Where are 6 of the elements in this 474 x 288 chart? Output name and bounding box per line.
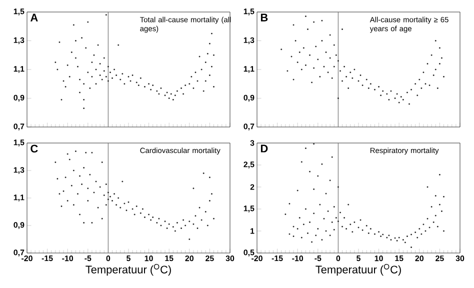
x-axis-title: Temperatuur ($^{O}$C) (86, 264, 171, 276)
annotation: B (260, 14, 268, 22)
annotation: D (260, 144, 268, 152)
annotation: A (30, 14, 38, 22)
annotation: C (30, 144, 38, 153)
x-axis-title: Temperatuur ($^{O}$C) (316, 264, 401, 276)
